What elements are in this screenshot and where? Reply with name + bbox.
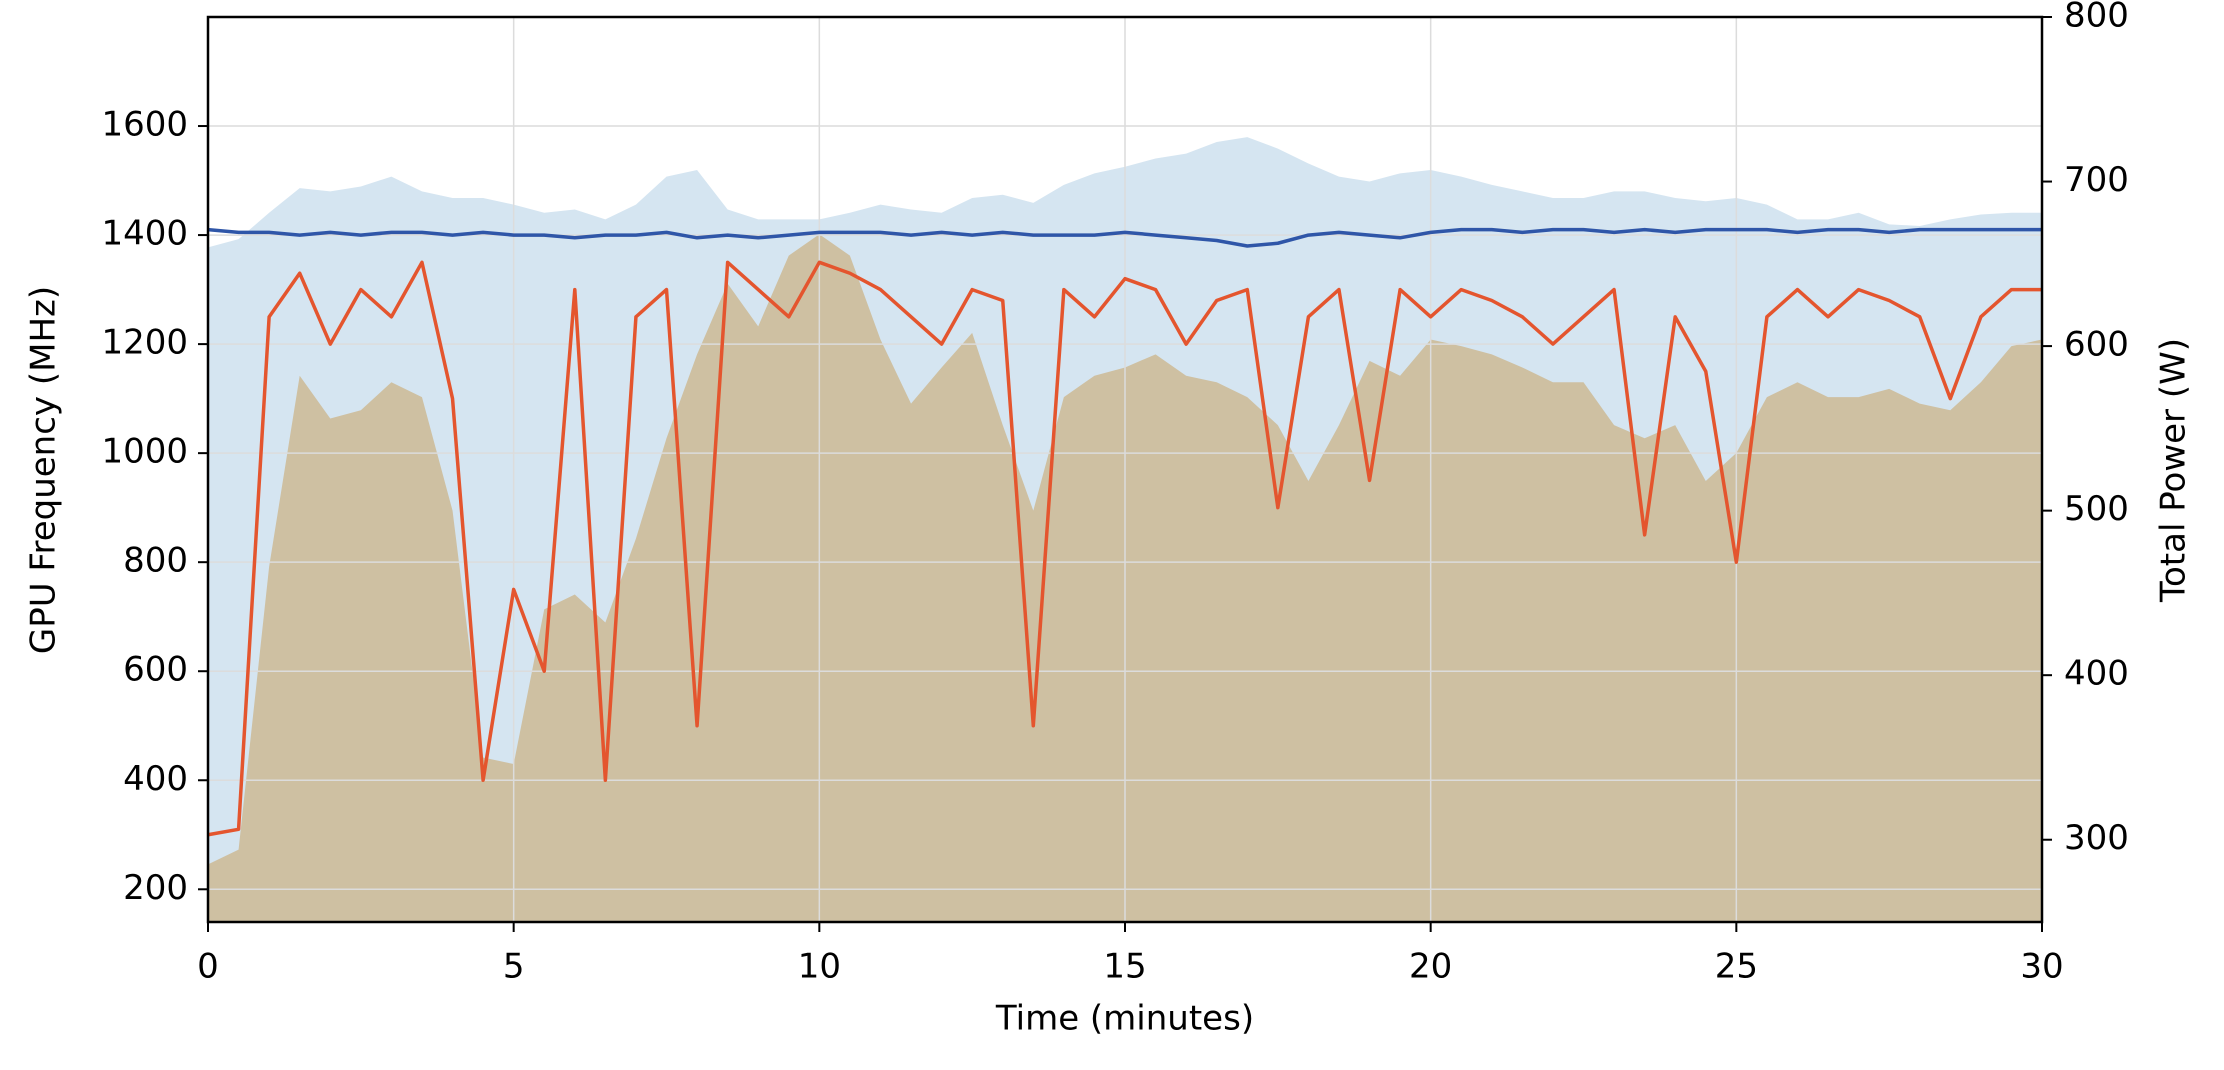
- x-tick-label: 0: [197, 947, 219, 987]
- x-axis-label: Time (minutes): [995, 999, 1254, 1039]
- y2-tick-label: 400: [2064, 654, 2129, 694]
- y2-tick-label: 500: [2064, 489, 2129, 529]
- x-tick-label: 15: [1103, 947, 1146, 987]
- y2-tick-label: 300: [2064, 818, 2129, 858]
- y-tick-label: 1200: [101, 323, 188, 363]
- y-tick-label: 800: [123, 541, 188, 581]
- y2-tick-label: 600: [2064, 325, 2129, 365]
- y2-tick-label: 700: [2064, 160, 2129, 200]
- x-tick-label: 5: [503, 947, 525, 987]
- x-tick-label: 20: [1409, 947, 1452, 987]
- x-tick-label: 30: [2020, 947, 2063, 987]
- line: [207, 260, 2042, 837]
- y-tick-label: 1600: [101, 105, 188, 145]
- y-tick-label: 400: [123, 759, 188, 799]
- y-tick-label: 200: [123, 868, 188, 908]
- x-tick-label: 25: [1715, 947, 1758, 987]
- y-tick-label: 1000: [101, 432, 188, 472]
- y2-axis-label: Total Power (W): [2154, 338, 2194, 603]
- plot-frame: [206, 15, 2044, 924]
- y-axis-label: GPU Frequency (MHz): [24, 286, 64, 654]
- axes: 0 5 10 15 20 25 30 200 400 600 800 1000 1200 1400 1600…: [101, 0, 2128, 987]
- x-tick-label: 10: [798, 947, 841, 987]
- y-tick-label: 1400: [101, 214, 188, 254]
- lines: [207, 227, 2042, 837]
- line: [207, 227, 2042, 248]
- y2-tick-label: 800: [2064, 0, 2129, 36]
- y-tick-label: 600: [123, 650, 188, 690]
